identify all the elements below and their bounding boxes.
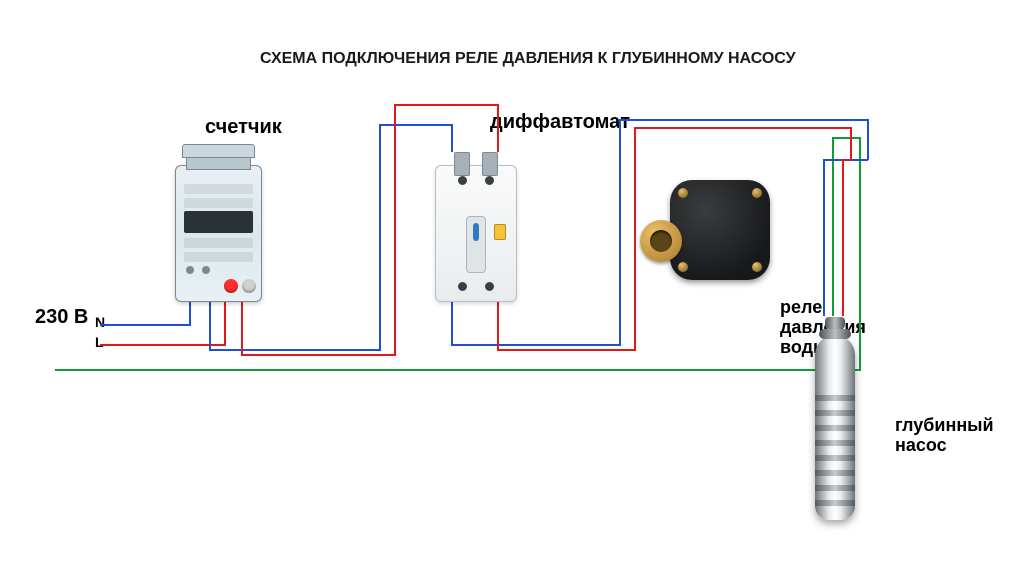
wire-line-in [100, 300, 225, 345]
pump-cap [825, 317, 845, 329]
breaker-switch [466, 216, 486, 273]
label-line: L [95, 334, 104, 350]
pump-band [815, 395, 855, 401]
relay-screw [752, 188, 762, 198]
meter-top [182, 144, 255, 158]
meter-button [224, 279, 238, 293]
diagram-title: СХЕМА ПОДКЛЮЧЕНИЯ РЕЛЕ ДАВЛЕНИЯ К ГЛУБИН… [260, 50, 796, 68]
relay-screw [678, 262, 688, 272]
meter-display-row [184, 184, 253, 194]
pump-band [815, 410, 855, 416]
meter-display-row [184, 198, 253, 208]
label-voltage: 230 В [35, 305, 88, 329]
pump-band [815, 485, 855, 491]
label-pump-1: глубинный [895, 415, 994, 437]
wire-neutral-relay-pump [824, 160, 868, 316]
meter-display-row [184, 238, 253, 248]
meter-button [242, 279, 256, 293]
relay-screw [678, 188, 688, 198]
relay-body [670, 180, 770, 280]
wire-line-relay-pump [843, 160, 851, 316]
pump-band [815, 455, 855, 461]
relay-brass-fitting [640, 220, 682, 262]
deep-well-pump [815, 335, 855, 520]
meter-lcd [184, 211, 253, 233]
breaker-terminal [485, 176, 494, 185]
breaker-terminal [458, 176, 467, 185]
wire-neutral-in [100, 300, 190, 325]
breaker-terminal [458, 282, 467, 291]
label-breaker: диффавтомат [490, 110, 630, 134]
meter-display-row [184, 252, 253, 262]
electric-meter [175, 165, 262, 302]
differential-breaker [435, 165, 517, 302]
label-neutral: N [95, 314, 105, 330]
relay-screw [752, 262, 762, 272]
meter-indicator [186, 266, 194, 274]
pressure-relay [640, 180, 770, 285]
pump-band [815, 425, 855, 431]
pump-band [815, 440, 855, 446]
meter-indicator [202, 266, 210, 274]
label-meter: счетчик [205, 115, 282, 139]
label-relay-1: реле [780, 297, 822, 319]
label-pump-2: насос [895, 435, 947, 457]
breaker-test-button [494, 224, 506, 240]
pump-band [815, 500, 855, 506]
breaker-terminal [485, 282, 494, 291]
pump-band [815, 470, 855, 476]
